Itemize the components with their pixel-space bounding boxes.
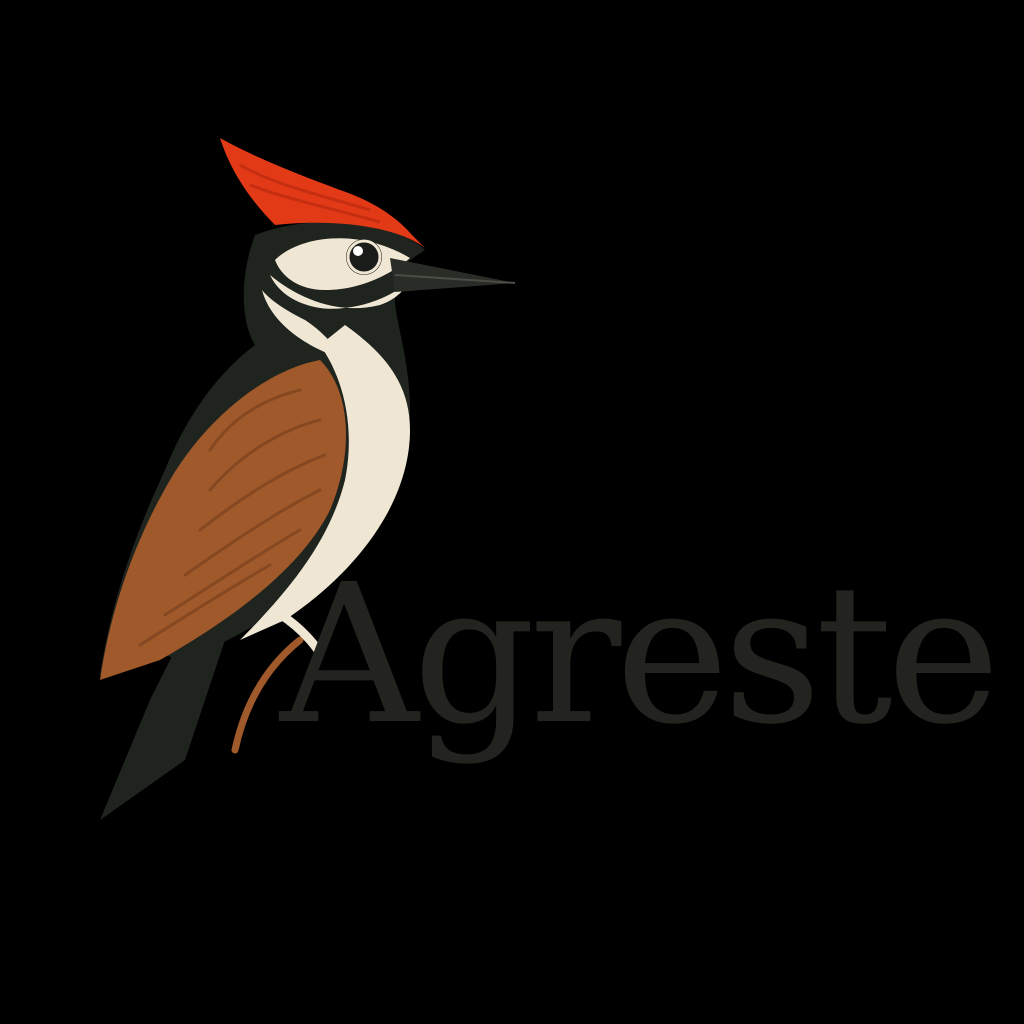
brand-wordmark: Agreste (280, 544, 1000, 767)
